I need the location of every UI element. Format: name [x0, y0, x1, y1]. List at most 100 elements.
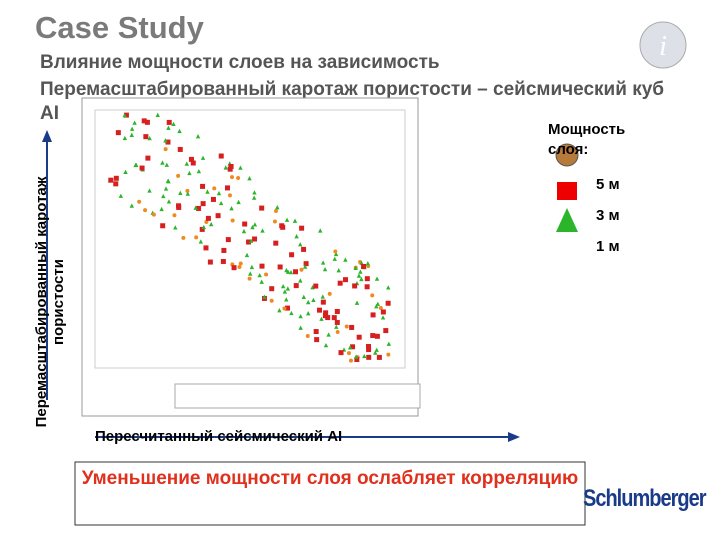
- decor-dot: [359, 276, 364, 282]
- decor-dot: [298, 242, 303, 247]
- decor-dot: [123, 112, 129, 118]
- decor-dot: [163, 138, 168, 143]
- decor-dot: [311, 297, 316, 302]
- decor-dot: [196, 168, 202, 174]
- decor-dot: [366, 347, 372, 353]
- decor-dot: [195, 134, 201, 139]
- decor-dot: [241, 228, 247, 234]
- decor-dot: [200, 155, 206, 160]
- decor-dot: [141, 118, 147, 124]
- decor-dot: [108, 177, 114, 183]
- decor-dot: [354, 357, 360, 363]
- decor-dot: [133, 162, 138, 168]
- decor-dot: [160, 223, 166, 229]
- decor-dot: [223, 165, 228, 170]
- decor-dot: [143, 134, 149, 140]
- decor-dot: [166, 125, 171, 130]
- decor-dot: [203, 245, 209, 251]
- decor-dot: [260, 228, 265, 233]
- decor-dot: [139, 165, 145, 171]
- decor-dot: [122, 112, 127, 118]
- decor-dot: [301, 246, 307, 252]
- decor-dot: [285, 305, 291, 311]
- decor-dot: [247, 176, 252, 181]
- decor-dot: [236, 176, 241, 181]
- decor-dot: [335, 330, 340, 335]
- y-arrowhead: [42, 130, 52, 142]
- decor-dot: [147, 188, 152, 193]
- decor-dot: [171, 121, 176, 127]
- decor-dot: [359, 260, 364, 265]
- decor-dot: [259, 279, 264, 284]
- decor-dot: [277, 264, 283, 270]
- decor-dot: [228, 163, 234, 169]
- decor-dot: [298, 278, 303, 283]
- decor-dot: [354, 300, 360, 305]
- decor-dot: [166, 199, 172, 204]
- decor-dot: [298, 325, 303, 330]
- decor-dot: [251, 195, 257, 200]
- decor-dot: [336, 268, 341, 273]
- decor-dot: [221, 247, 227, 253]
- decor-dot: [323, 310, 329, 316]
- decor-dot: [386, 352, 391, 357]
- decor-dot: [282, 289, 288, 294]
- decor-dot: [280, 283, 286, 289]
- decor-dot: [249, 264, 255, 270]
- subtitle: Влияние мощности слоев на зависимость: [40, 52, 440, 73]
- decor-dot: [361, 263, 367, 269]
- decor-dot: [285, 286, 291, 291]
- decor-dot: [165, 139, 171, 145]
- legend-square: [557, 182, 577, 200]
- decor-dot: [248, 271, 253, 276]
- decor-dot: [374, 347, 379, 352]
- decor-dot: [362, 353, 367, 359]
- decor-dot: [331, 315, 337, 321]
- decor-dot: [172, 213, 177, 218]
- decor-dot: [215, 213, 221, 219]
- legend-title: Мощность слоя:: [548, 121, 626, 158]
- decor-dot: [147, 136, 152, 141]
- decor-dot: [292, 218, 298, 223]
- decor-dot: [293, 283, 299, 289]
- decor-dot: [374, 304, 379, 309]
- decor-dot: [346, 351, 351, 356]
- decor-dot: [113, 181, 119, 187]
- decor-dot: [238, 165, 243, 170]
- decor-dot: [317, 307, 323, 313]
- decor-dot: [358, 269, 363, 274]
- decor-dot: [385, 300, 391, 306]
- decor-dot: [302, 264, 308, 269]
- legend-item: 3 м: [596, 207, 620, 224]
- decor-dot: [159, 206, 164, 212]
- decor-dot: [323, 342, 329, 348]
- decor-dot: [188, 156, 194, 162]
- legend-circle: [555, 143, 579, 167]
- decor-dot: [320, 294, 325, 299]
- decor-dot: [231, 265, 237, 271]
- decor-dot: [259, 205, 265, 211]
- decor-dot: [248, 238, 254, 243]
- decor-dot: [364, 284, 370, 290]
- decor-dot: [337, 280, 343, 286]
- conclusion-box: [74, 461, 586, 526]
- decor-dot: [293, 269, 299, 275]
- decor-dot: [236, 199, 241, 205]
- decor-dot: [129, 132, 134, 137]
- decor-dot: [230, 175, 235, 180]
- decor-dot: [383, 328, 389, 334]
- decor-dot: [177, 146, 183, 152]
- decor-dot: [218, 153, 224, 159]
- decor-dot: [199, 226, 205, 232]
- decor-dot: [298, 314, 303, 319]
- decor-dot: [350, 344, 356, 350]
- decor-dot: [306, 299, 311, 305]
- decor-dot: [193, 205, 198, 210]
- decor-dot: [365, 261, 371, 266]
- decor-dot: [252, 190, 257, 195]
- decor-dot: [204, 219, 209, 224]
- decor-dot: [380, 315, 386, 320]
- decor-dot: [294, 234, 299, 239]
- decor-dot: [173, 225, 178, 230]
